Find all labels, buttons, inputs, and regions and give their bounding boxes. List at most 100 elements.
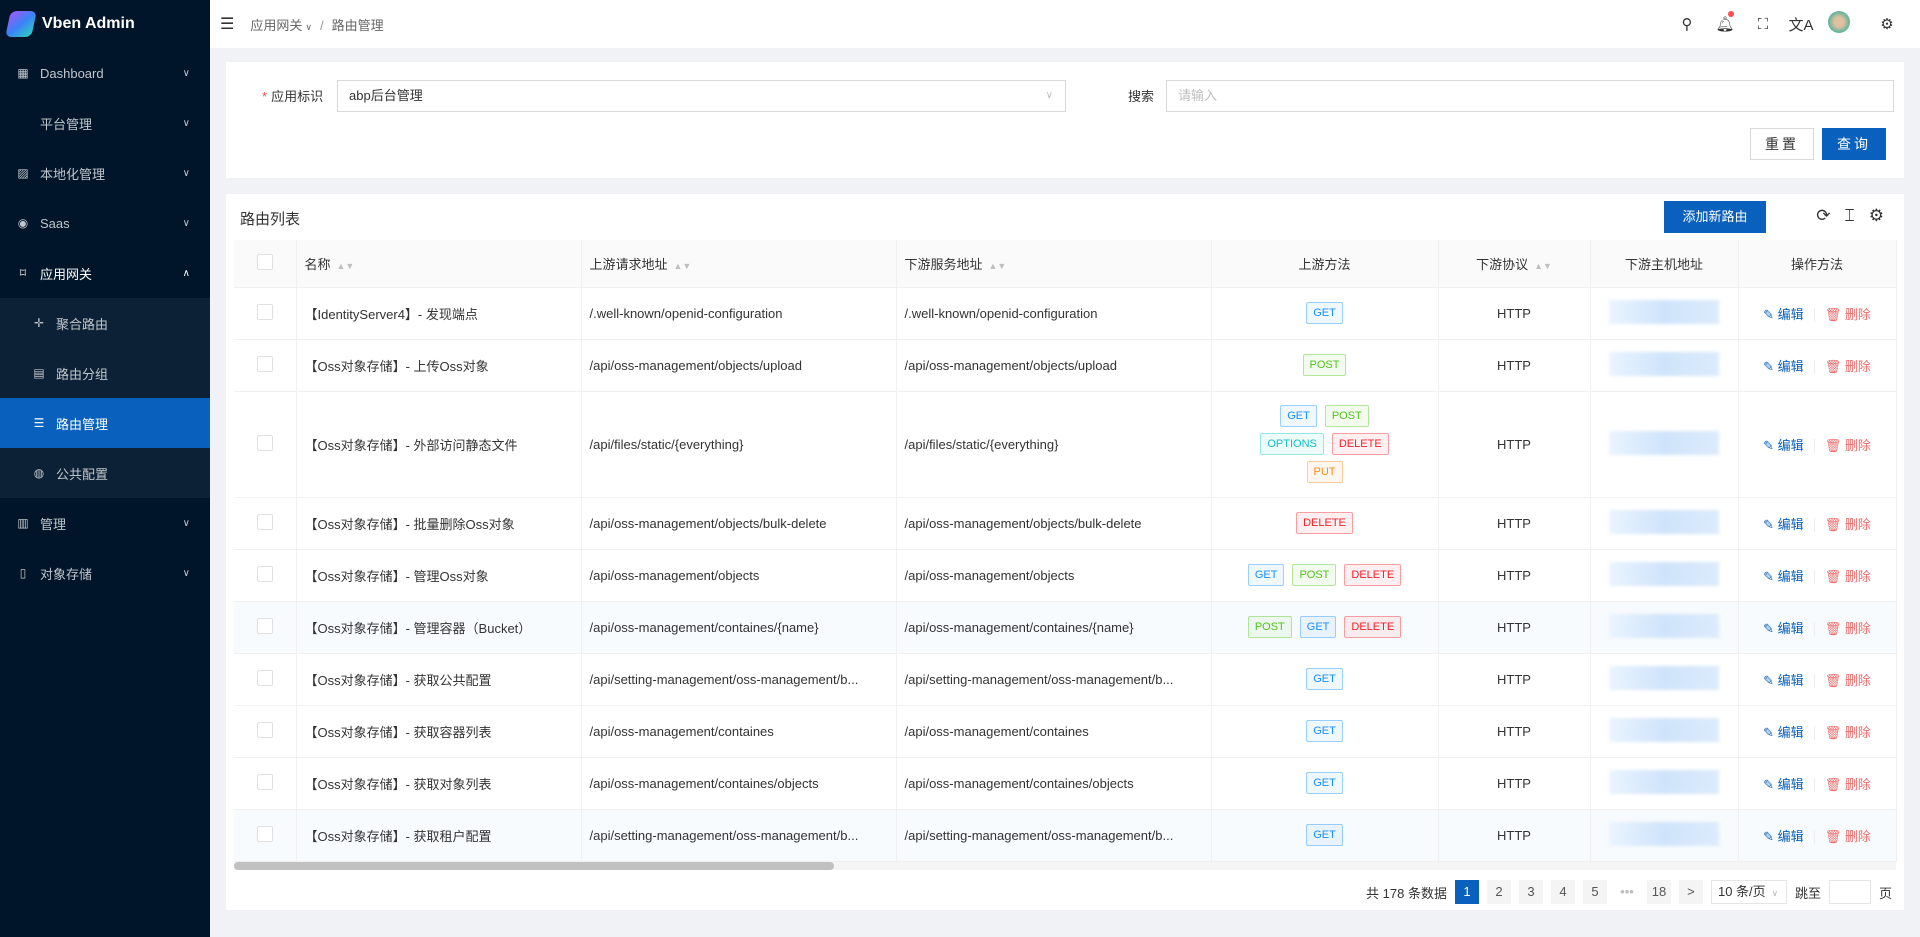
edit-button[interactable]: ✎ 编辑 <box>1763 516 1804 532</box>
breadcrumb-item[interactable]: 应用网关 <box>250 17 303 33</box>
sidebar-subitem[interactable]: ☰ 路由管理 <box>0 398 210 448</box>
edit-button[interactable]: ✎ 编辑 <box>1763 724 1804 740</box>
page-button[interactable]: 1 <box>1454 880 1479 904</box>
downstream-path: /.well-known/openid-configuration <box>896 287 1212 340</box>
settings-icon[interactable]: ⚙ <box>1868 206 1884 225</box>
avatar[interactable] <box>1820 11 1858 37</box>
row-checkbox[interactable] <box>256 669 273 686</box>
column-height-icon[interactable]: ⌶ <box>1844 206 1855 225</box>
delete-button[interactable]: 🗑︎ 删除 <box>1824 672 1871 688</box>
page-button[interactable]: 5 <box>1582 880 1607 904</box>
add-route-button[interactable]: 添加新路由 <box>1664 201 1766 233</box>
bell-icon[interactable]: 🔔︎ <box>1706 11 1744 33</box>
method-tag: POST <box>1324 405 1369 427</box>
sidebar-subitem[interactable]: ✛ 聚合路由 <box>33 316 109 332</box>
logo[interactable]: Vben Admin <box>0 0 210 48</box>
method-tag: DELETE <box>1331 433 1389 455</box>
edit-button[interactable]: ✎ 编辑 <box>1763 358 1804 374</box>
column-header[interactable]: 下游服务地址 ▲▼ <box>896 240 1212 288</box>
delete-button[interactable]: 🗑︎ 删除 <box>1824 776 1871 792</box>
table-row: 【Oss对象存储】- 管理容器（Bucket） /api/oss-managem… <box>234 601 1897 654</box>
jump-input[interactable] <box>1828 880 1871 904</box>
page-size-select[interactable]: 10 条/页 ∨ <box>1710 880 1787 904</box>
route-name: 【Oss对象存储】- 外部访问静态文件 <box>296 391 582 498</box>
search-input[interactable]: 请输入 <box>1166 80 1894 112</box>
logo-icon <box>5 11 37 37</box>
page-button[interactable]: 2 <box>1486 880 1511 904</box>
menu-fold-icon[interactable]: ☰ <box>220 16 235 33</box>
delete-button[interactable]: 🗑︎ 删除 <box>1824 437 1871 453</box>
delete-button[interactable]: 🗑︎ 删除 <box>1824 724 1871 740</box>
manage-icon: ▥ <box>17 516 29 530</box>
sidebar-item-label: 对象存储 <box>40 566 93 582</box>
edit-button[interactable]: ✎ 编辑 <box>1763 620 1804 636</box>
row-checkbox[interactable] <box>256 565 273 582</box>
page-button[interactable]: ••• <box>1620 884 1634 899</box>
sidebar-item-label: 本地化管理 <box>40 166 106 182</box>
delete-button[interactable]: 🗑︎ 删除 <box>1824 516 1871 532</box>
downstream-host-redacted <box>1609 351 1719 376</box>
query-button[interactable]: 查询 <box>1822 128 1886 160</box>
edit-icon: ✎ <box>1763 672 1775 688</box>
sidebar-item[interactable]: ▦ Dashboard ∨ <box>0 48 210 98</box>
row-checkbox[interactable] <box>256 825 273 842</box>
edit-button[interactable]: ✎ 编辑 <box>1763 437 1804 453</box>
reset-button[interactable]: 重置 <box>1750 128 1814 160</box>
sidebar-item[interactable]: ⌑ 应用网关 ∧ <box>0 248 210 298</box>
fullscreen-icon[interactable]: ⛶ <box>1757 15 1769 33</box>
sidebar-subitem[interactable]: ▤ 路由分组 <box>33 366 109 382</box>
column-header[interactable]: 名称 ▲▼ <box>296 240 582 288</box>
translate-icon[interactable]: 文A <box>1788 16 1814 34</box>
edit-button[interactable]: ✎ 编辑 <box>1763 568 1804 584</box>
next-page-button[interactable]: > <box>1678 880 1703 904</box>
page-button[interactable]: 3 <box>1518 880 1543 904</box>
refresh-icon[interactable]: ⟳ <box>1816 206 1831 225</box>
select-all-checkbox[interactable] <box>256 253 273 270</box>
row-checkbox[interactable] <box>256 617 273 634</box>
upstream-path: /.well-known/openid-configuration <box>581 287 897 340</box>
app-label: * 应用标识 <box>262 89 324 104</box>
delete-button[interactable]: 🗑︎ 删除 <box>1824 568 1871 584</box>
upstream-path: /api/setting-management/oss-management/b… <box>581 653 897 706</box>
edit-button[interactable]: ✎ 编辑 <box>1763 828 1804 844</box>
page-button[interactable]: 18 <box>1646 880 1671 904</box>
sidebar-item[interactable]: ▯ 对象存储 ∨ <box>0 548 210 598</box>
downstream-host-redacted <box>1609 561 1719 586</box>
row-checkbox[interactable] <box>256 721 273 738</box>
delete-button[interactable]: 🗑︎ 删除 <box>1824 358 1871 374</box>
sidebar-subitem[interactable]: ◍ 公共配置 <box>33 466 109 482</box>
edit-button[interactable]: ✎ 编辑 <box>1763 776 1804 792</box>
method-tag: PUT <box>1306 461 1343 483</box>
row-checkbox[interactable] <box>256 434 273 451</box>
search-icon[interactable]: ⚲ <box>1681 16 1693 33</box>
horizontal-scrollbar[interactable] <box>234 862 1896 870</box>
sidebar-item[interactable]: ▥ 管理 ∨ <box>0 498 210 548</box>
delete-button[interactable]: 🗑︎ 删除 <box>1824 620 1871 636</box>
globe-icon: ◍ <box>33 466 45 480</box>
route-name: 【Oss对象存储】- 管理Oss对象 <box>296 549 582 602</box>
row-checkbox[interactable] <box>256 513 273 530</box>
row-checkbox[interactable] <box>256 355 273 372</box>
file-icon: ▯ <box>19 566 27 580</box>
page-button[interactable]: 4 <box>1550 880 1575 904</box>
app-select[interactable]: abp后台管理 ∨ <box>337 80 1066 112</box>
column-header[interactable]: 上游请求地址 ▲▼ <box>581 240 897 288</box>
delete-button[interactable]: 🗑︎ 删除 <box>1824 306 1871 322</box>
row-checkbox[interactable] <box>256 303 273 320</box>
trash-icon: 🗑︎ <box>1824 358 1842 374</box>
sidebar-item-label: Saas <box>40 215 70 231</box>
edit-button[interactable]: ✎ 编辑 <box>1763 672 1804 688</box>
sidebar-item[interactable]: ◉ Saas ∨ <box>0 198 210 248</box>
sidebar-item[interactable]: 平台管理 ∨ <box>0 98 210 148</box>
edit-icon: ✎ <box>1763 776 1775 792</box>
delete-button[interactable]: 🗑︎ 删除 <box>1824 828 1871 844</box>
column-header[interactable]: 下游协议 ▲▼ <box>1438 240 1591 288</box>
gear-icon[interactable]: ⚙ <box>1880 16 1894 33</box>
chevron-down-icon: ∨ <box>1045 90 1053 101</box>
row-checkbox[interactable] <box>256 773 273 790</box>
method-tag: POST <box>1292 564 1337 586</box>
edit-button[interactable]: ✎ 编辑 <box>1763 306 1804 322</box>
sidebar-item[interactable]: ▨ 本地化管理 ∨ <box>0 148 210 198</box>
trash-icon: 🗑︎ <box>1824 306 1842 322</box>
gateway-icon: ⌑ <box>19 266 27 280</box>
